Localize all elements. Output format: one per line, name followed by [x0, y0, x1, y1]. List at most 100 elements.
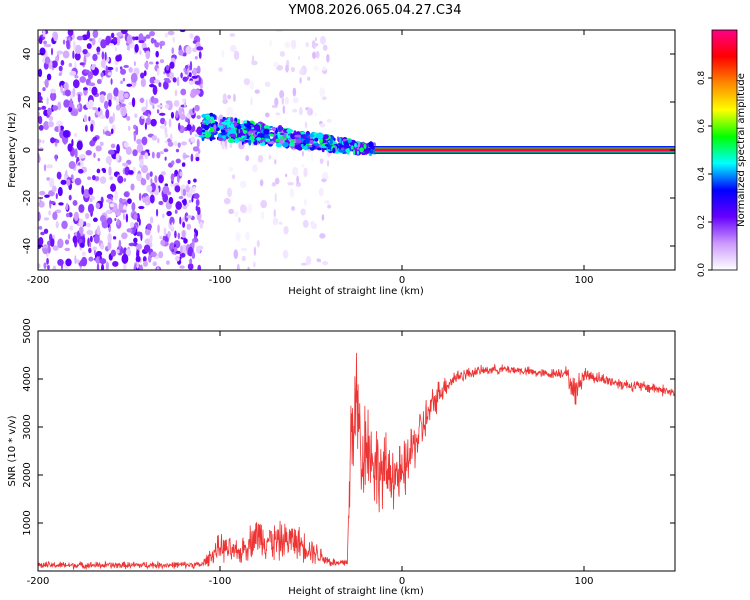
noise-blob — [164, 132, 169, 138]
noise-blob — [88, 256, 94, 262]
noise-blob — [180, 72, 183, 79]
noise-blob — [326, 53, 330, 63]
noise-blob — [193, 228, 197, 234]
noise-blob — [222, 93, 227, 102]
noise-blob — [221, 141, 225, 150]
noise-blob — [282, 249, 289, 259]
noise-blob — [223, 197, 231, 205]
noise-blob — [139, 97, 145, 103]
noise-blob — [195, 156, 200, 162]
noise-blob — [127, 125, 131, 131]
colorbar-ticks: 0.0 0.2 0.4 0.6 0.8 — [697, 29, 738, 277]
noise-blob — [149, 194, 155, 204]
noise-blob — [95, 145, 102, 152]
echo-blob — [314, 137, 319, 142]
noise-blob — [81, 251, 86, 257]
noise-blob — [257, 154, 264, 163]
noise-blob — [106, 92, 113, 102]
noise-blob — [149, 171, 153, 177]
noise-blob — [55, 139, 60, 144]
noise-blob — [269, 39, 273, 47]
echo-blob — [322, 134, 329, 140]
echo-blob — [347, 139, 352, 143]
spectrogram-heatmap — [38, 30, 675, 270]
noise-blob — [149, 31, 156, 37]
echo-blob — [294, 142, 299, 145]
noise-blob — [38, 115, 43, 125]
noise-blob — [103, 100, 109, 110]
noise-blob — [121, 232, 128, 240]
noise-blob — [274, 159, 277, 165]
echo-blob — [267, 141, 275, 145]
echo-blob — [369, 149, 374, 154]
noise-blob — [102, 168, 107, 173]
noise-blob — [307, 76, 311, 81]
noise-blob — [123, 191, 130, 198]
noise-blob — [152, 85, 158, 96]
echo-blob — [354, 142, 357, 148]
noise-blob — [72, 50, 75, 60]
noise-blob — [96, 263, 100, 270]
noise-blob — [195, 205, 198, 212]
noise-blob — [159, 125, 166, 129]
noise-blob — [112, 112, 115, 122]
noise-blob — [144, 61, 149, 69]
noise-blob — [148, 254, 152, 263]
noise-blob — [86, 222, 91, 228]
noise-blob — [319, 87, 326, 97]
noise-blob — [62, 39, 66, 45]
noise-blob — [196, 46, 204, 51]
noise-blob — [113, 87, 119, 97]
noise-blob — [57, 259, 64, 266]
noise-blob — [233, 93, 236, 103]
noise-blob — [145, 117, 152, 126]
echo-blob — [332, 147, 336, 154]
noise-blob — [171, 248, 175, 253]
y-tick-label: 0 — [22, 147, 33, 153]
noise-blob — [43, 228, 49, 234]
noise-blob — [126, 83, 133, 87]
noise-blob — [58, 202, 64, 206]
echo-blob — [202, 124, 210, 131]
noise-blob — [131, 97, 136, 108]
noise-blob — [83, 188, 90, 199]
noise-blob — [40, 231, 45, 236]
noise-blob — [48, 115, 54, 121]
noise-blob — [159, 235, 163, 240]
noise-blob — [76, 104, 80, 110]
noise-blob — [179, 252, 186, 258]
noise-blob — [53, 31, 59, 42]
noise-blob — [96, 225, 101, 236]
noise-blob — [43, 217, 50, 221]
y-tick-label: 20 — [22, 96, 33, 109]
noise-blob — [156, 151, 161, 159]
noise-blob — [89, 140, 96, 147]
noise-blob — [170, 182, 175, 188]
noise-blob — [73, 211, 79, 222]
noise-blob — [112, 236, 117, 240]
noise-blob — [105, 35, 111, 46]
noise-blob — [192, 47, 198, 53]
noise-blob — [144, 122, 147, 130]
noise-blob — [88, 82, 96, 87]
noise-blob — [164, 104, 170, 109]
noise-blob — [149, 216, 154, 224]
noise-blob — [187, 179, 191, 185]
noise-blob — [268, 154, 272, 160]
noise-blob — [110, 249, 117, 257]
noise-blob — [50, 238, 55, 247]
noise-blob — [61, 220, 68, 230]
noise-blob — [57, 186, 63, 197]
noise-blob — [155, 208, 159, 217]
noise-blob — [191, 75, 198, 79]
noise-blob — [247, 203, 253, 214]
noise-blob — [182, 188, 187, 197]
noise-blob — [275, 112, 281, 116]
noise-blob — [320, 35, 326, 45]
echo-blob — [248, 139, 252, 146]
noise-blob — [187, 74, 190, 80]
noise-blob — [319, 259, 322, 263]
echo-blob — [213, 124, 217, 131]
noise-blob — [142, 260, 149, 267]
noise-blob — [157, 137, 160, 144]
